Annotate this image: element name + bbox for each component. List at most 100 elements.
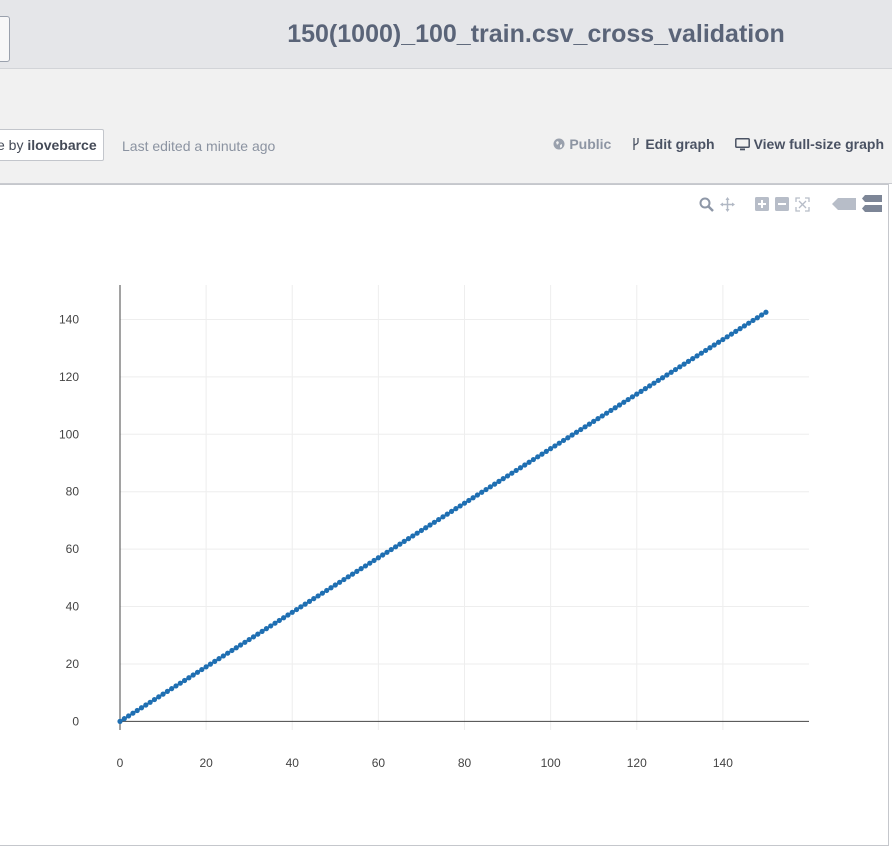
data-point[interactable]	[479, 489, 485, 495]
data-point[interactable]	[629, 394, 636, 400]
data-point[interactable]	[121, 716, 127, 722]
data-point[interactable]	[117, 718, 123, 724]
data-point[interactable]	[625, 396, 631, 403]
data-point[interactable]	[470, 495, 476, 501]
data-point[interactable]	[207, 661, 214, 667]
data-point[interactable]	[668, 369, 674, 375]
data-point[interactable]	[138, 705, 145, 711]
data-point[interactable]	[535, 454, 541, 460]
data-point[interactable]	[401, 538, 407, 544]
data-point[interactable]	[177, 680, 183, 686]
data-point[interactable]	[134, 707, 140, 714]
data-point[interactable]	[638, 388, 644, 394]
data-point[interactable]	[707, 345, 713, 351]
data-point[interactable]	[457, 503, 463, 509]
data-point[interactable]	[616, 402, 623, 408]
data-point[interactable]	[126, 713, 132, 719]
data-point[interactable]	[405, 536, 412, 542]
plot-area[interactable]: 0 20 40 60 80 100 120 140 0 20 40 60 80 100 120 140	[0, 185, 888, 845]
data-point[interactable]	[513, 467, 519, 474]
data-point[interactable]	[229, 647, 235, 654]
data-point[interactable]	[212, 658, 218, 664]
data-point[interactable]	[612, 405, 618, 411]
data-point[interactable]	[591, 418, 597, 424]
data-point[interactable]	[380, 552, 386, 558]
data-point[interactable]	[186, 675, 192, 681]
data-point[interactable]	[698, 350, 704, 356]
data-point[interactable]	[418, 527, 425, 534]
data-point[interactable]	[651, 380, 657, 386]
data-point[interactable]	[461, 500, 468, 506]
data-point[interactable]	[246, 636, 252, 643]
data-point[interactable]	[255, 631, 261, 637]
data-point[interactable]	[272, 620, 278, 626]
back-button[interactable]	[0, 16, 10, 62]
data-point[interactable]	[431, 519, 437, 525]
data-point[interactable]	[160, 691, 166, 697]
data-point[interactable]	[754, 315, 760, 321]
data-point[interactable]	[225, 650, 231, 656]
data-point[interactable]	[371, 557, 377, 564]
data-point[interactable]	[664, 372, 670, 378]
data-point[interactable]	[517, 465, 524, 471]
data-point[interactable]	[672, 366, 679, 373]
data-point[interactable]	[539, 451, 545, 457]
data-point[interactable]	[375, 555, 381, 561]
data-point[interactable]	[130, 710, 136, 716]
data-point[interactable]	[763, 309, 769, 315]
data-point[interactable]	[397, 541, 403, 547]
data-point[interactable]	[750, 317, 756, 324]
data-point[interactable]	[552, 443, 558, 449]
data-point[interactable]	[151, 696, 158, 703]
data-point[interactable]	[599, 413, 605, 419]
edit-graph-link[interactable]: Edit graph	[631, 136, 715, 152]
hover-closest-icon[interactable]	[832, 198, 856, 210]
zoom-out-icon[interactable]	[775, 197, 789, 211]
data-point[interactable]	[621, 399, 627, 405]
data-point[interactable]	[250, 634, 257, 640]
data-point[interactable]	[724, 334, 730, 340]
data-point[interactable]	[746, 320, 752, 326]
data-point[interactable]	[728, 331, 735, 337]
data-point[interactable]	[474, 492, 481, 498]
data-point[interactable]	[659, 375, 666, 381]
data-point[interactable]	[393, 544, 399, 550]
data-point[interactable]	[427, 522, 433, 528]
data-point[interactable]	[582, 424, 588, 430]
data-point[interactable]	[733, 328, 739, 334]
data-point[interactable]	[367, 560, 373, 566]
data-point[interactable]	[444, 511, 450, 517]
view-full-size-link[interactable]: View full-size graph	[734, 136, 884, 152]
data-point[interactable]	[216, 656, 222, 662]
data-point[interactable]	[324, 587, 330, 594]
data-point[interactable]	[233, 645, 239, 651]
data-point[interactable]	[453, 506, 459, 512]
data-point[interactable]	[358, 566, 364, 572]
data-point[interactable]	[337, 579, 343, 585]
data-point[interactable]	[578, 426, 584, 433]
data-point[interactable]	[164, 688, 170, 694]
data-point[interactable]	[315, 593, 321, 599]
data-point[interactable]	[319, 590, 325, 596]
data-point[interactable]	[543, 448, 549, 454]
data-point[interactable]	[655, 377, 661, 384]
data-point[interactable]	[436, 516, 442, 523]
data-point[interactable]	[500, 476, 506, 482]
data-point[interactable]	[565, 435, 571, 441]
data-point[interactable]	[259, 628, 265, 634]
data-point[interactable]	[169, 686, 175, 692]
data-point[interactable]	[345, 574, 351, 580]
data-point[interactable]	[556, 440, 562, 446]
data-point[interactable]	[194, 669, 201, 675]
data-point[interactable]	[685, 358, 692, 364]
data-point[interactable]	[604, 410, 610, 416]
data-point[interactable]	[281, 615, 287, 621]
data-point[interactable]	[384, 549, 390, 555]
owner-name[interactable]: ilovebarce	[27, 137, 97, 153]
data-point[interactable]	[509, 470, 515, 476]
data-point[interactable]	[362, 563, 369, 569]
data-point[interactable]	[448, 508, 455, 514]
zoom-icon[interactable]	[699, 197, 714, 212]
data-point[interactable]	[311, 596, 317, 602]
data-point[interactable]	[586, 421, 592, 427]
